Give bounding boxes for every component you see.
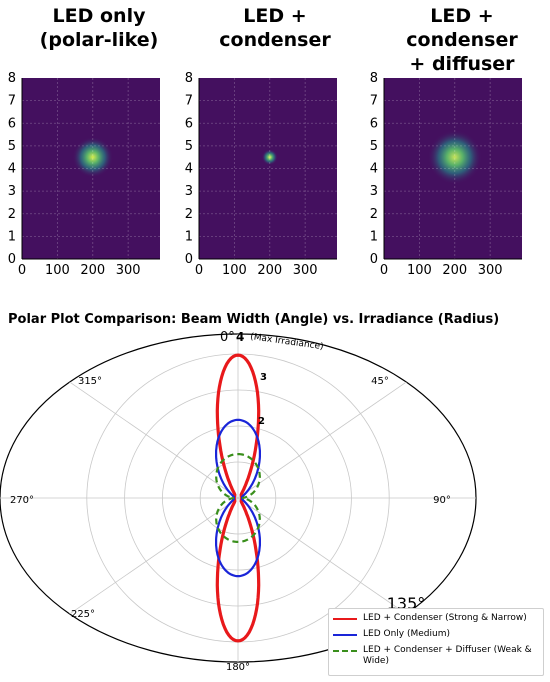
y-tick-label: 4 (8, 162, 16, 177)
y-tick-label: 6 (185, 116, 193, 131)
y-tick-label: 6 (8, 116, 16, 131)
polar-spoke (237, 381, 407, 499)
y-tick-label: 7 (370, 94, 378, 109)
radial-label-3: 3 (260, 372, 267, 383)
x-tick-label: 0 (380, 263, 388, 278)
legend-label: LED Only (Medium) (363, 629, 450, 639)
radial-label-2: 2 (258, 416, 265, 427)
legend-swatch-blue (333, 634, 357, 636)
legend-label: LED + Condenser (Strong & Narrow) (363, 613, 527, 623)
x-tick-label: 300 (293, 263, 318, 278)
polar-spoke (69, 497, 239, 615)
angle-label-270: 270° (10, 495, 34, 506)
x-tick-label: 300 (116, 263, 141, 278)
x-tick-label: 100 (222, 263, 247, 278)
y-tick-label: 5 (8, 139, 16, 154)
y-tick-label: 1 (185, 229, 193, 244)
polar-series-led-condenser-diffuser (215, 453, 261, 543)
y-tick-label: 2 (185, 207, 193, 222)
angle-label-315: 315° (78, 376, 102, 387)
y-tick-label: 3 (185, 184, 193, 199)
max-irradiance-label: (Max Irradiance) (250, 332, 325, 352)
x-tick-label: 200 (80, 263, 105, 278)
heatmap-spot (261, 149, 278, 166)
angle-label-90: 90° (433, 495, 451, 506)
heatmap-spot (72, 136, 114, 178)
legend-item-led-condenser: LED + Condenser (Strong & Narrow) (333, 613, 539, 624)
polar-chart-title: Polar Plot Comparison: Beam Width (Angle… (8, 312, 500, 327)
y-tick-label: 5 (370, 139, 378, 154)
y-tick-label: 2 (370, 207, 378, 222)
x-tick-label: 0 (195, 263, 203, 278)
y-tick-label: 7 (8, 94, 16, 109)
x-tick-label: 0 (18, 263, 26, 278)
panel-title-led-only: LED only (polar-like) (39, 5, 159, 51)
angle-label-45: 45° (371, 376, 389, 387)
angle-label-180: 180° (226, 662, 250, 673)
legend-swatch-green-dashed (333, 650, 357, 652)
y-tick-label: 4 (370, 162, 378, 177)
y-tick-label: 0 (8, 252, 16, 267)
y-tick-label: 7 (185, 94, 193, 109)
legend-item-led-condenser-diffuser: LED + Condenser + Diffuser (Weak & Wide) (333, 645, 539, 667)
y-tick-label: 1 (370, 229, 378, 244)
legend-label: LED + Condenser + Diffuser (Weak & Wide) (363, 645, 532, 666)
angle-label-0: 0° (220, 330, 235, 345)
y-tick-label: 6 (370, 116, 378, 131)
legend-item-led-only: LED Only (Medium) (333, 629, 539, 640)
polar-spoke (69, 381, 239, 499)
heatmap-panels: 0 1 2 3 4 5 6 7 8 0 100 200 300 0 1 2 3 4 5 6 7 8 0 100 200 300 0 1… (8, 71, 522, 278)
heatmap-background (199, 78, 337, 259)
panel-title-led-condenser: LED + condenser (219, 5, 331, 51)
panel-title-led-condenser-diffuser: LED + condenser + diffuser (406, 5, 518, 75)
heatmap-spot (427, 130, 482, 185)
y-tick-label: 0 (185, 252, 193, 267)
y-tick-label: 0 (370, 252, 378, 267)
polar-series-led-condenser (215, 353, 261, 643)
y-tick-label: 5 (185, 139, 193, 154)
x-tick-label: 200 (442, 263, 467, 278)
y-tick-label: 4 (185, 162, 193, 177)
polar-spoke (237, 497, 407, 615)
y-tick-label: 3 (370, 184, 378, 199)
x-tick-label: 100 (45, 263, 70, 278)
polar-series-led-only (215, 418, 261, 578)
y-tick-label: 2 (8, 207, 16, 222)
y-tick-label: 1 (8, 229, 16, 244)
y-tick-label: 8 (8, 71, 16, 86)
y-tick-label: 8 (185, 71, 193, 86)
x-tick-label: 100 (407, 263, 432, 278)
radial-label-4: 4 (236, 330, 244, 344)
x-tick-label: 200 (257, 263, 282, 278)
y-tick-label: 8 (370, 71, 378, 86)
angle-label-225: 225° (71, 609, 95, 620)
y-tick-label: 3 (8, 184, 16, 199)
polar-legend: LED + Condenser (Strong & Narrow) LED On… (328, 608, 544, 676)
legend-swatch-red (333, 618, 357, 620)
x-tick-label: 300 (478, 263, 503, 278)
